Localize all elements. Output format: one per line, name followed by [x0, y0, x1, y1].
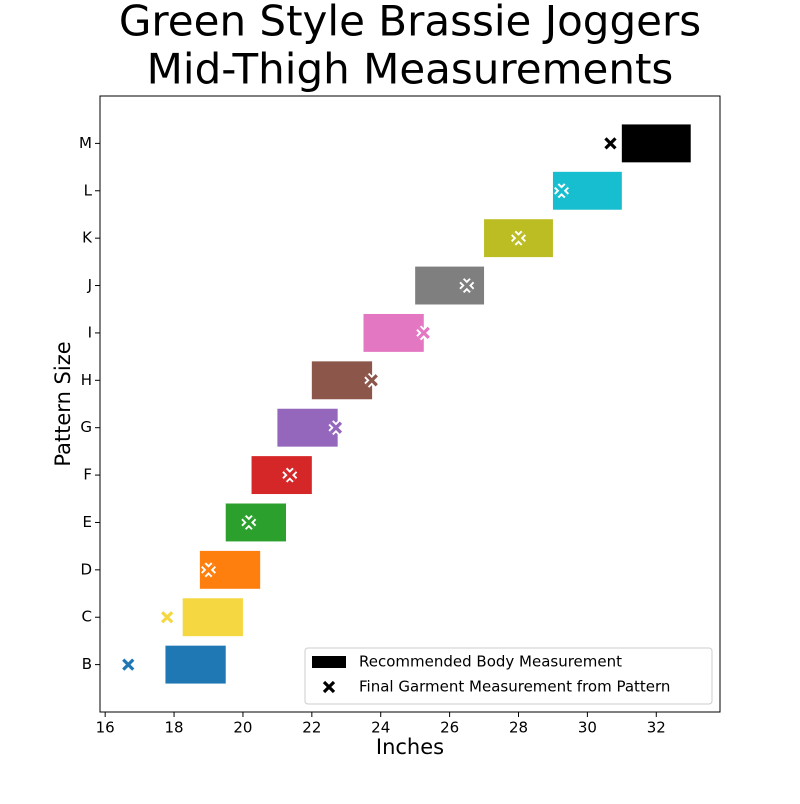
legend-marker-cross [322, 680, 336, 694]
legend-swatch [312, 656, 346, 668]
bar [225, 503, 286, 542]
bar [277, 408, 338, 447]
y-tick-label: B [82, 655, 92, 673]
y-tick-label: H [81, 371, 92, 389]
marker-cross [202, 563, 215, 576]
bar [621, 124, 691, 163]
bar [165, 645, 226, 684]
legend-box [304, 647, 713, 705]
y-tick-label: F [83, 466, 92, 484]
marker-cross [460, 279, 473, 292]
marker-cross [512, 232, 525, 245]
bar [182, 598, 243, 637]
y-tick-label: K [82, 229, 93, 247]
x-tick-label: 28 [509, 719, 528, 737]
chart-title: Mid-Thigh Measurements [147, 45, 674, 94]
legend-label: Recommended Body Measurement [359, 653, 622, 671]
y-tick-label: M [79, 134, 92, 152]
x-tick-label: 32 [647, 719, 666, 737]
marker-cross [161, 611, 174, 624]
x-tick-label: 30 [578, 719, 597, 737]
x-axis-label: Inches [376, 735, 444, 759]
marker [328, 420, 344, 436]
x-tick-label: 26 [440, 719, 459, 737]
marker [120, 657, 136, 673]
x-tick-label: 16 [96, 719, 115, 737]
marker-cross [329, 421, 343, 434]
marker [459, 278, 475, 294]
x-tick-label: 22 [302, 719, 321, 737]
marker [511, 230, 526, 246]
x-tick-label: 24 [371, 719, 390, 737]
marker-cross [555, 184, 568, 197]
legend-label: Final Garment Measurement from Pattern [359, 678, 670, 696]
y-tick-label: J [87, 276, 92, 294]
y-tick-label: I [88, 323, 92, 341]
marker-cross [122, 658, 135, 671]
bar [311, 361, 373, 400]
legend-marker [322, 680, 336, 694]
y-axis-label: Pattern Size [51, 341, 75, 466]
y-tick-label: C [82, 608, 92, 626]
plot-area [99, 95, 721, 713]
bar [415, 266, 485, 305]
marker [364, 372, 380, 388]
marker [159, 609, 175, 625]
bar [251, 456, 312, 495]
chart-title: Green Style Brassie Joggers [119, 0, 701, 46]
bar [363, 313, 424, 352]
marker-cross [283, 468, 296, 482]
marker-cross [365, 374, 378, 387]
y-tick-label: L [84, 181, 93, 199]
marker [554, 183, 570, 199]
marker-cross [604, 137, 617, 150]
y-tick-label: D [80, 560, 92, 578]
marker [416, 325, 432, 341]
y-tick-label: E [83, 513, 92, 531]
y-tick-label: G [80, 418, 92, 436]
marker [241, 514, 257, 530]
marker [201, 562, 216, 578]
x-tick-label: 18 [165, 719, 184, 737]
marker [282, 467, 298, 483]
marker-cross [417, 326, 430, 340]
marker [602, 135, 618, 151]
marker-cross [242, 516, 255, 529]
x-tick-label: 20 [233, 719, 252, 737]
